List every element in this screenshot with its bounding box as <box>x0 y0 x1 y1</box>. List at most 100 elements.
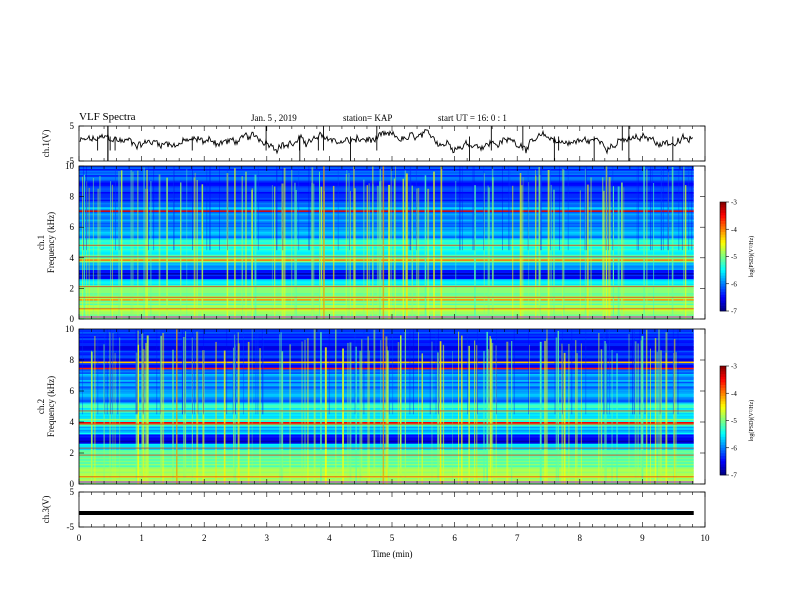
colorbar-cell <box>720 264 726 268</box>
spectrogram-band <box>79 172 694 175</box>
x-tick-label: 3 <box>265 533 270 543</box>
spectrogram-dark-streak <box>203 329 204 415</box>
colorbar-tick-label: -6 <box>731 444 737 452</box>
spectrogram-streak <box>234 334 236 484</box>
spectrogram-streak <box>393 178 395 319</box>
y-tick-label: -5 <box>67 522 75 532</box>
spectrogram-band <box>79 225 694 228</box>
spectrogram-dark-streak <box>661 166 662 251</box>
spectrogram-streak <box>320 186 323 319</box>
colorbar-cell <box>720 406 726 410</box>
spectrogram-band <box>79 184 694 187</box>
spectrogram-dark-streak <box>276 166 278 251</box>
spectrogram-dark-streak <box>638 166 639 251</box>
spectrogram-streak <box>637 343 639 484</box>
spectrogram-streak <box>280 332 282 484</box>
spectrogram-streak <box>563 169 565 319</box>
spectrogram-streak <box>603 190 605 319</box>
colorbar-cell <box>720 202 726 206</box>
spectrogram-streak <box>372 166 374 319</box>
spectrogram-dark-streak <box>184 329 186 415</box>
y-tick-label: 6 <box>70 386 75 396</box>
spectrogram-dark-streak <box>328 329 330 415</box>
spectrogram-streak <box>468 345 470 484</box>
colorbar-cell <box>720 382 726 386</box>
spectrogram-streak <box>535 169 536 319</box>
spectrogram-streak <box>487 185 489 319</box>
colorbar-cell <box>720 412 726 416</box>
spectrogram-band <box>79 176 694 179</box>
spectrogram-streak <box>476 345 478 484</box>
colorbar-cell <box>720 447 726 451</box>
spectrogram-dark-streak <box>235 329 236 415</box>
spectrogram-streak <box>376 185 379 319</box>
spectrogram-streak <box>114 352 116 484</box>
spectrogram-streak <box>145 188 147 319</box>
spectrogram-streak <box>452 351 453 484</box>
spectrogram-streak <box>656 352 658 484</box>
colorbar-cell <box>720 275 726 279</box>
spectrogram-hot-line <box>79 476 694 478</box>
spectrogram-streak <box>520 185 523 319</box>
spectrogram-streak <box>346 170 348 319</box>
colorbar-cell <box>720 371 726 375</box>
spectrogram-band <box>79 240 694 243</box>
spectrogram-band <box>79 211 694 214</box>
spectrogram-streak <box>605 166 608 319</box>
spectrogram-dark-streak <box>605 166 607 251</box>
spectrogram-streak <box>487 349 489 484</box>
colorbar-tick-label: -4 <box>731 226 737 234</box>
spectrogram-dark-streak <box>104 329 106 415</box>
colorbar-tick-label: -5 <box>731 253 737 261</box>
spectrogram-streak <box>528 182 530 319</box>
spectrogram-dark-streak <box>232 329 234 415</box>
spectrogram-streak <box>519 173 522 319</box>
spectrogram-streak <box>522 177 524 319</box>
spectrogram-band <box>79 219 694 222</box>
spectrogram-dark-streak <box>82 329 83 415</box>
spectrogram-band <box>79 185 694 188</box>
spectrogram-streak <box>112 332 114 484</box>
colorbar-cell <box>720 234 726 238</box>
spectrogram-dark-streak <box>540 166 541 251</box>
spectrogram-dark-streak <box>508 166 510 251</box>
colorbar-cell <box>720 253 726 257</box>
colorbar-cell <box>720 417 726 421</box>
spectrogram-streak <box>609 177 611 319</box>
spectrogram-dark-streak <box>308 166 310 251</box>
spectrogram-streak <box>361 339 363 484</box>
spectrogram-band <box>79 332 694 335</box>
spectrogram-streak <box>671 167 674 319</box>
spectrogram-dark-streak <box>644 329 646 415</box>
spectrogram-dark-streak <box>636 166 638 251</box>
spectrogram-band <box>79 266 694 269</box>
spectrogram-streak <box>474 340 476 484</box>
spectrogram-streak <box>427 188 430 319</box>
spectrogram-streak <box>388 184 391 319</box>
spectrogram-streak <box>643 166 645 319</box>
spectrogram-band <box>79 231 694 234</box>
spectrogram-streak <box>215 341 217 484</box>
spectrogram-dark-streak <box>550 166 551 251</box>
colorbar-cell <box>720 450 726 454</box>
spectrogram-dark-streak <box>135 329 137 415</box>
spectrogram-streak <box>86 181 88 319</box>
colorbar-cell <box>720 376 726 380</box>
spectrogram-band <box>79 299 694 302</box>
spectrogram-band <box>79 303 694 306</box>
spectrogram-dark-streak <box>459 166 461 251</box>
colorbar-cell <box>720 393 726 397</box>
spectrogram-streak <box>483 173 485 319</box>
time-axis: Time (min) <box>372 549 413 559</box>
colorbar-cell <box>720 261 726 265</box>
y-tick-label: 0 <box>70 314 75 324</box>
spectrogram-streak <box>234 344 236 484</box>
ch1-spectrogram-panel: 0 2 4 6 8 10 ch.1Frequency (kHz) <box>36 161 706 324</box>
spectrogram-band <box>79 169 694 171</box>
spectrogram-streak <box>254 174 257 319</box>
spectrogram-streak <box>283 168 286 319</box>
spectrogram-streak <box>660 350 662 484</box>
spectrogram-band <box>79 207 694 210</box>
colorbar-cell <box>720 286 726 290</box>
